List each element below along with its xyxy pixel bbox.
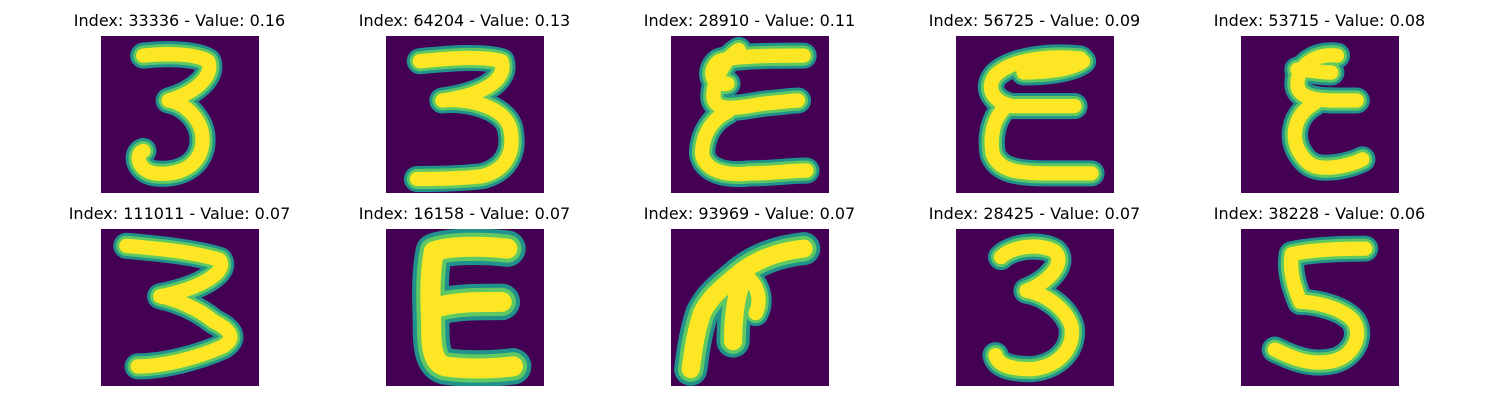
image-panel: Index: 93969 - Value: 0.07 [607,203,892,386]
panel-title: Index: 53715 - Value: 0.08 [1213,11,1426,30]
digit-image [671,229,829,386]
panel-title: Index: 33336 - Value: 0.16 [73,11,286,30]
image-panel: Index: 28425 - Value: 0.07 [892,203,1177,386]
image-panel: Index: 53715 - Value: 0.08 [1177,10,1462,193]
panel-title: Index: 93969 - Value: 0.07 [643,204,856,223]
panel-title: Index: 64204 - Value: 0.13 [358,11,571,30]
panel-title: Index: 28425 - Value: 0.07 [928,204,1141,223]
digit-image [956,229,1114,386]
panel-title: Index: 38228 - Value: 0.06 [1213,204,1426,223]
image-panel: Index: 33336 - Value: 0.16 [37,10,322,193]
digit-image [1241,229,1399,386]
digit-image [386,36,544,193]
digit-image [956,36,1114,193]
digit-image [671,36,829,193]
digit-image [1241,36,1399,193]
digit-image [386,229,544,386]
image-panel: Index: 56725 - Value: 0.09 [892,10,1177,193]
panel-title: Index: 16158 - Value: 0.07 [358,204,571,223]
panel-title: Index: 28910 - Value: 0.11 [643,11,856,30]
panel-title: Index: 111011 - Value: 0.07 [68,204,291,223]
image-panel: Index: 16158 - Value: 0.07 [322,203,607,386]
image-panel: Index: 64204 - Value: 0.13 [322,10,607,193]
image-panel: Index: 28910 - Value: 0.11 [607,10,892,193]
panel-title: Index: 56725 - Value: 0.09 [928,11,1141,30]
digit-image [101,229,259,386]
digit-image [101,36,259,193]
image-panel: Index: 38228 - Value: 0.06 [1177,203,1462,386]
image-panel: Index: 111011 - Value: 0.07 [37,203,322,386]
